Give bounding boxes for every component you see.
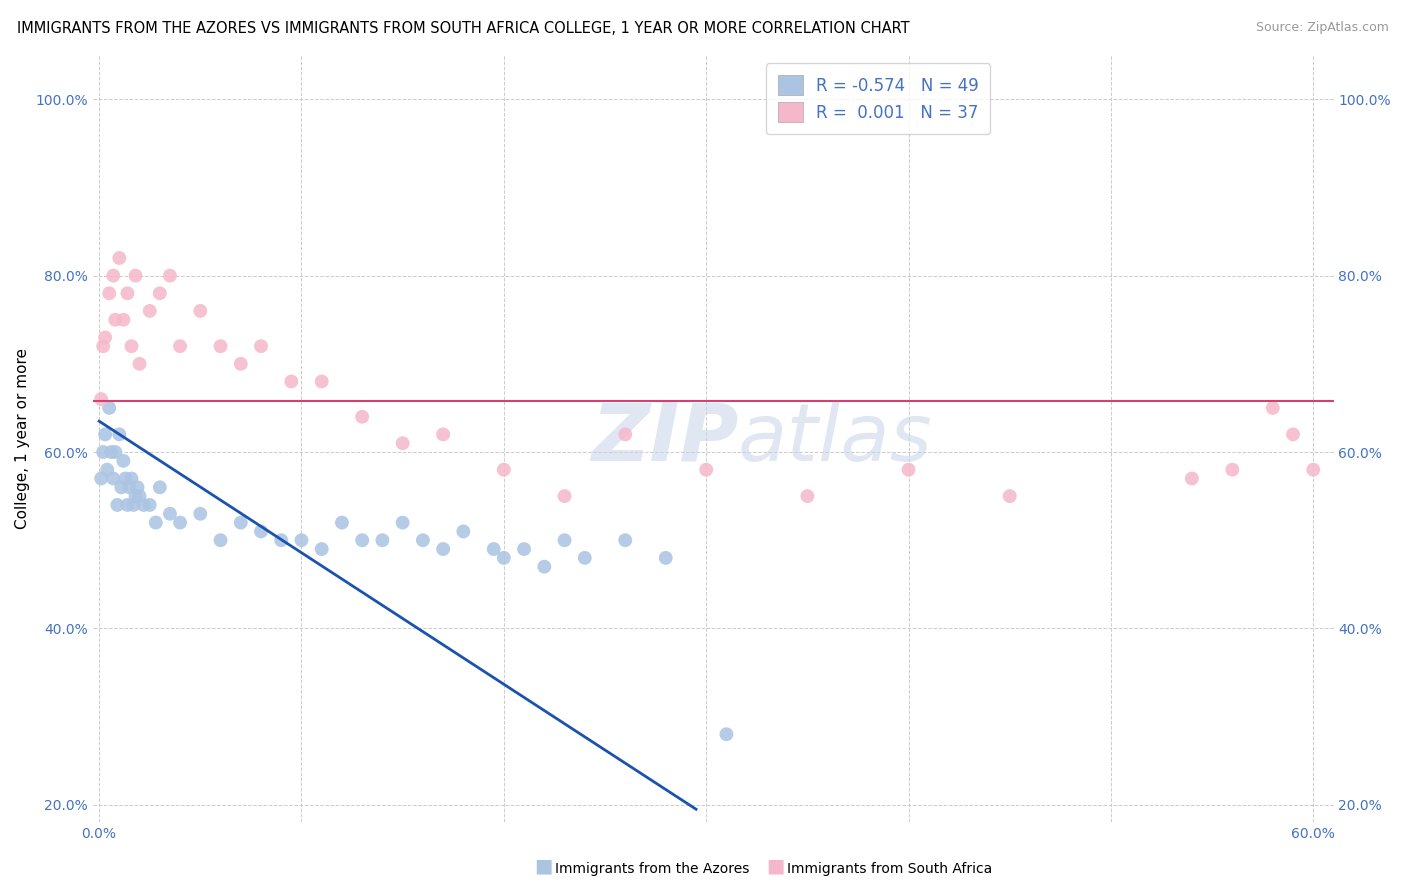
Point — [391, 436, 413, 450]
Point — [554, 489, 576, 503]
Text: ■: ■ — [534, 857, 553, 876]
Point — [492, 550, 515, 565]
Point — [209, 533, 232, 548]
Text: Source: ZipAtlas.com: Source: ZipAtlas.com — [1256, 21, 1389, 34]
Point — [432, 542, 454, 557]
Text: atlas: atlas — [738, 400, 932, 478]
Point — [209, 339, 232, 353]
Point — [98, 401, 121, 415]
Point — [117, 498, 139, 512]
Point — [482, 542, 505, 557]
Point — [100, 445, 122, 459]
Point — [124, 268, 146, 283]
Point — [188, 304, 211, 318]
Point — [114, 471, 136, 485]
Point — [1181, 471, 1204, 485]
Point — [108, 427, 131, 442]
Point — [132, 498, 155, 512]
Point — [124, 489, 146, 503]
Point — [453, 524, 475, 539]
Point — [1220, 463, 1243, 477]
Point — [127, 480, 149, 494]
Point — [352, 409, 374, 424]
Point — [492, 463, 515, 477]
Point — [614, 427, 637, 442]
Point — [117, 286, 139, 301]
Point — [250, 339, 273, 353]
Point — [897, 463, 920, 477]
Point — [91, 445, 114, 459]
Point — [432, 427, 454, 442]
Text: ■: ■ — [766, 857, 785, 876]
Point — [1282, 427, 1305, 442]
Text: ZIP: ZIP — [591, 400, 738, 478]
Point — [1261, 401, 1284, 415]
Point — [654, 550, 676, 565]
Point — [96, 463, 118, 477]
Point — [149, 480, 172, 494]
Point — [122, 498, 145, 512]
Point — [554, 533, 576, 548]
Text: Immigrants from the Azores: Immigrants from the Azores — [555, 862, 749, 876]
Point — [412, 533, 434, 548]
Point — [169, 516, 191, 530]
Point — [112, 312, 135, 326]
Point — [169, 339, 191, 353]
Point — [138, 498, 160, 512]
Legend: R = -0.574   N = 49, R =  0.001   N = 37: R = -0.574 N = 49, R = 0.001 N = 37 — [766, 63, 990, 134]
Text: IMMIGRANTS FROM THE AZORES VS IMMIGRANTS FROM SOUTH AFRICA COLLEGE, 1 YEAR OR MO: IMMIGRANTS FROM THE AZORES VS IMMIGRANTS… — [17, 21, 910, 36]
Point — [90, 392, 112, 406]
Point — [121, 471, 143, 485]
Point — [352, 533, 374, 548]
Point — [371, 533, 394, 548]
Point — [149, 286, 172, 301]
Point — [118, 480, 141, 494]
Point — [290, 533, 312, 548]
Point — [104, 445, 127, 459]
Point — [229, 357, 252, 371]
Point — [103, 471, 125, 485]
Point — [104, 312, 127, 326]
Point — [110, 480, 132, 494]
Point — [533, 559, 555, 574]
Point — [121, 339, 143, 353]
Point — [796, 489, 818, 503]
Point — [159, 268, 181, 283]
Point — [311, 542, 333, 557]
Point — [94, 427, 117, 442]
Point — [159, 507, 181, 521]
Point — [112, 454, 135, 468]
Point — [250, 524, 273, 539]
Point — [998, 489, 1021, 503]
Point — [229, 516, 252, 530]
Point — [716, 727, 738, 741]
Point — [103, 268, 125, 283]
Point — [280, 375, 302, 389]
Point — [128, 357, 150, 371]
Point — [614, 533, 637, 548]
Point — [513, 542, 536, 557]
Text: Immigrants from South Africa: Immigrants from South Africa — [787, 862, 993, 876]
Point — [188, 507, 211, 521]
Point — [90, 471, 112, 485]
Point — [695, 463, 717, 477]
Point — [145, 516, 167, 530]
Point — [105, 498, 128, 512]
Point — [311, 375, 333, 389]
Point — [138, 304, 160, 318]
Point — [270, 533, 292, 548]
Y-axis label: College, 1 year or more: College, 1 year or more — [15, 348, 30, 529]
Point — [128, 489, 150, 503]
Point — [108, 251, 131, 265]
Point — [1302, 463, 1324, 477]
Point — [391, 516, 413, 530]
Point — [94, 330, 117, 344]
Point — [574, 550, 596, 565]
Point — [91, 339, 114, 353]
Point — [330, 516, 353, 530]
Point — [98, 286, 121, 301]
